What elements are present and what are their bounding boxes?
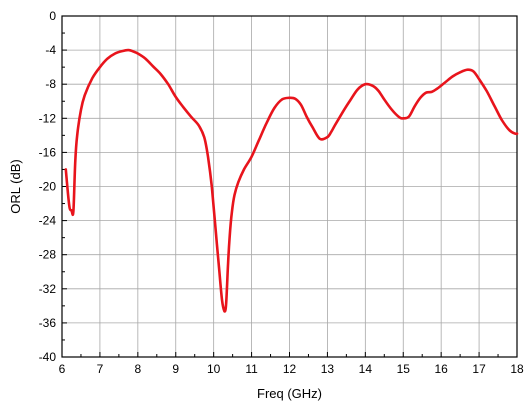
x-tick-label: 6	[59, 362, 66, 376]
series-line	[64, 48, 519, 313]
y-tick-label: -20	[39, 180, 57, 194]
x-tick-label: 9	[172, 362, 179, 376]
y-tick-label: -28	[39, 248, 57, 262]
x-tick-label: 7	[97, 362, 104, 376]
x-tick-label: 13	[321, 362, 335, 376]
y-tick-label: -4	[45, 43, 56, 57]
x-tick-label: 14	[359, 362, 373, 376]
y-tick-label: -40	[39, 350, 57, 364]
x-tick-label: 11	[245, 362, 258, 376]
y-tick-label: -12	[39, 111, 57, 125]
grid	[62, 16, 517, 357]
y-tick-label: -24	[39, 214, 57, 228]
y-axis-label: ORL (dB)	[8, 159, 23, 213]
y-tick-label: -16	[39, 145, 57, 159]
y-tick-labels: 0 -4 -8 -12 -16 -20 -24 -28 -32 -36 -40	[39, 9, 57, 364]
y-tick-label: -36	[39, 316, 57, 330]
x-tick-label: 17	[472, 362, 486, 376]
x-tick-label: 8	[134, 362, 141, 376]
y-tick-label: -8	[45, 77, 56, 91]
x-tick-label: 15	[397, 362, 411, 376]
y-tick-label: 0	[49, 9, 56, 23]
x-tick-label: 18	[510, 362, 524, 376]
x-axis-label: Freq (GHz)	[257, 386, 322, 401]
y-tick-label: -32	[39, 282, 57, 296]
x-tick-label: 16	[434, 362, 448, 376]
x-tick-label: 12	[283, 362, 297, 376]
x-tick-labels: 6 7 8 9 10 11 12 13 14 15 16 17 18	[59, 362, 524, 376]
x-tick-label: 10	[207, 362, 221, 376]
axis-ticks	[61, 15, 518, 358]
